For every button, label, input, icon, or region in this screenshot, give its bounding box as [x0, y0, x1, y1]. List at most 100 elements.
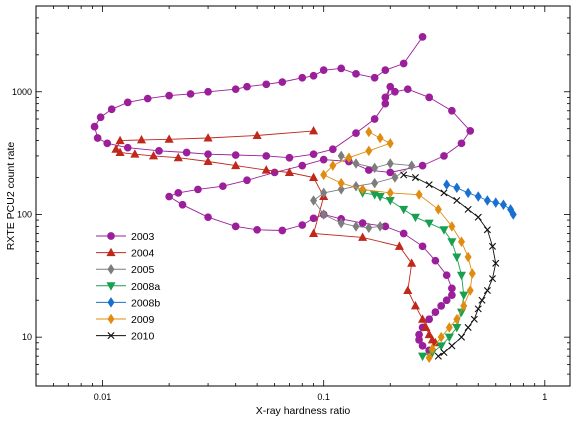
data-point — [337, 217, 345, 229]
data-point — [381, 66, 390, 75]
data-point — [418, 242, 427, 251]
data-point — [474, 213, 482, 221]
data-point — [431, 308, 440, 316]
data-point — [358, 232, 368, 241]
data-point — [337, 184, 345, 195]
series-2003 — [90, 33, 475, 355]
data-point — [394, 241, 404, 250]
y-tick-label: 10 — [22, 332, 32, 342]
data-point — [309, 228, 319, 237]
data-point — [448, 106, 456, 115]
data-point — [376, 221, 384, 232]
data-point — [143, 94, 152, 103]
data-point — [448, 284, 456, 293]
data-point — [399, 229, 408, 238]
data-point — [474, 191, 482, 202]
data-point — [328, 145, 337, 154]
data-point — [431, 256, 440, 265]
data-point — [204, 87, 212, 96]
data-point — [285, 153, 294, 162]
data-point — [352, 158, 360, 169]
data-point — [352, 221, 360, 232]
data-point — [370, 115, 379, 123]
data-point — [440, 152, 448, 160]
data-point — [270, 168, 279, 177]
legend-marker — [106, 282, 116, 291]
data-point — [365, 126, 373, 138]
data-point — [165, 192, 173, 201]
data-point — [243, 176, 251, 185]
x-tick-label: 1 — [542, 392, 547, 402]
data-point — [434, 352, 442, 360]
data-point — [107, 105, 116, 114]
series-2008a — [358, 189, 469, 362]
data-point — [115, 135, 125, 145]
data-point — [439, 226, 449, 235]
legend-item: 2008a — [96, 281, 160, 293]
series-line — [312, 155, 413, 229]
data-point — [186, 90, 195, 98]
data-point — [386, 168, 395, 177]
data-point — [262, 152, 271, 160]
data-point — [407, 258, 417, 267]
data-point — [319, 66, 328, 75]
data-point — [457, 236, 465, 247]
data-point — [253, 225, 261, 234]
data-point — [365, 222, 373, 233]
data-point — [444, 333, 454, 343]
data-point — [453, 313, 461, 325]
data-point — [309, 71, 318, 80]
data-point — [408, 160, 416, 171]
series-2010 — [400, 171, 500, 360]
series-2004 — [111, 125, 440, 347]
data-point — [231, 151, 240, 159]
data-point — [464, 187, 472, 199]
data-point — [436, 342, 446, 351]
data-point — [345, 152, 353, 163]
data-point — [418, 314, 428, 323]
data-point — [464, 251, 472, 263]
data-point — [309, 150, 318, 159]
data-point — [262, 80, 271, 89]
data-point — [440, 348, 448, 357]
data-point — [457, 139, 466, 148]
data-point — [452, 323, 462, 333]
data-point — [410, 213, 420, 223]
series-2005 — [310, 150, 416, 233]
axis-ticks: 0.01 0.1 1 10 100 1000 — [12, 5, 570, 402]
data-point — [123, 98, 132, 107]
data-point — [359, 184, 367, 195]
data-point — [464, 205, 472, 213]
data-point — [204, 150, 212, 159]
data-point — [381, 222, 390, 231]
data-point — [319, 155, 328, 164]
data-point — [443, 179, 451, 190]
data-point — [453, 182, 461, 194]
legend-label: 2009 — [131, 314, 155, 326]
data-point — [483, 226, 491, 234]
plot-frame — [35, 5, 571, 387]
series-layer — [90, 33, 517, 363]
data-point — [298, 161, 307, 170]
data-point — [448, 291, 456, 300]
legend: 2003 2004 2005 2008a 2008b 2009 2010 — [96, 231, 160, 343]
data-point — [371, 177, 379, 189]
data-point — [219, 182, 227, 191]
legend-marker — [106, 247, 116, 257]
data-point — [411, 173, 419, 182]
data-point — [448, 221, 456, 232]
data-point — [428, 343, 436, 355]
data-point — [424, 219, 434, 229]
data-point — [452, 253, 462, 262]
data-point — [466, 285, 474, 296]
data-point — [418, 341, 427, 350]
data-point — [310, 195, 318, 206]
data-point — [174, 189, 183, 197]
legend-marker — [107, 313, 115, 325]
data-point — [309, 172, 319, 182]
legend-label: 2010 — [131, 331, 155, 343]
data-point — [499, 199, 507, 211]
data-point — [123, 143, 132, 152]
data-point — [492, 259, 500, 267]
x-axis-label: X-ray hardness ratio — [256, 405, 351, 417]
